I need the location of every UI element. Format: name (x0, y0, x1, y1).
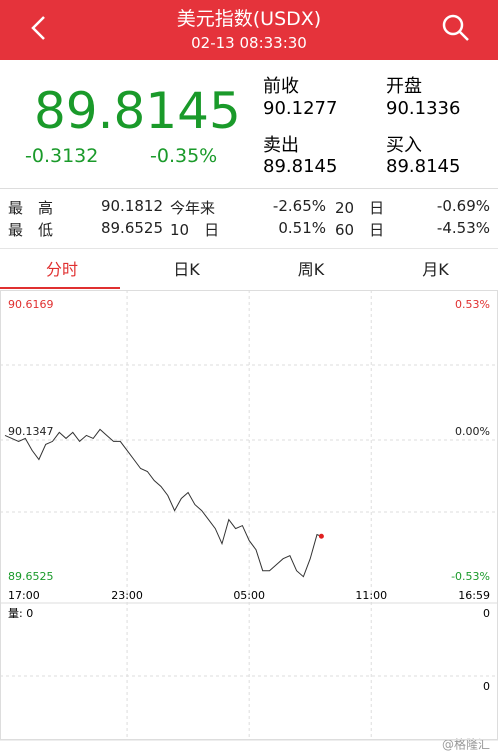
tab[interactable]: 日K (173, 260, 200, 279)
field-value: 90.1336 (386, 98, 461, 119)
back-button[interactable] (28, 14, 48, 42)
quote-time: 02-13 08:33:30 (191, 34, 307, 52)
y-tick-label: 90.1347 (8, 425, 54, 438)
stat-label: 20 日 (335, 199, 385, 217)
stat-value: -0.69% (436, 197, 490, 215)
last-point (318, 533, 324, 539)
field-value: 89.8145 (263, 156, 338, 177)
tab-indicator (0, 287, 120, 289)
stat-label: 今年来 (170, 199, 216, 217)
stat-value: -2.65% (272, 197, 326, 215)
field-value: 90.1277 (263, 98, 338, 119)
tab[interactable]: 分时 (45, 260, 78, 279)
watermark: @格隆汇 (442, 737, 490, 752)
stat-label: 最 低 (8, 221, 54, 239)
x-tick-label: 05:00 (233, 589, 265, 602)
field-label: 前收 (263, 76, 299, 97)
volume-tick: 0 (483, 607, 490, 620)
chart: 量: 0 0 0 @格隆汇 90.6169 90.1347 89.6525 0.53%… (0, 290, 498, 752)
tab[interactable]: 月K (422, 260, 449, 279)
price-change: -0.3132 (25, 145, 99, 167)
field-label: 买入 (386, 135, 422, 156)
divider (0, 188, 498, 189)
header-bar: 美元指数(USDX) 02-13 08:33:30 (0, 0, 498, 60)
stat-label: 10 日 (170, 221, 220, 239)
stat-label: 60 日 (335, 221, 385, 239)
field-label: 卖出 (263, 135, 299, 156)
x-tick-label: 17:00 (8, 589, 40, 602)
stat-label: 最 高 (8, 199, 54, 217)
field-label: 开盘 (386, 76, 422, 97)
divider (0, 248, 498, 249)
stat-value: -4.53% (436, 219, 490, 237)
price-change-pct: -0.35% (150, 145, 218, 167)
y2-tick-label: 0.53% (455, 298, 490, 311)
x-tick-label: 16:59 (458, 589, 490, 602)
tab[interactable]: 周K (297, 260, 325, 279)
y-tick-label: 89.6525 (8, 570, 54, 583)
y2-tick-label: 0.00% (455, 425, 490, 438)
price-line (4, 428, 322, 578)
stat-value: 90.1812 (100, 197, 163, 215)
last-price: 89.8145 (34, 82, 241, 140)
x-tick-label: 11:00 (355, 589, 387, 602)
field-value: 89.8145 (386, 156, 461, 177)
y-tick-label: 90.6169 (8, 298, 54, 311)
page-title: 美元指数(USDX) (176, 8, 322, 30)
stat-value: 0.51% (278, 219, 326, 237)
x-tick-label: 23:00 (111, 589, 143, 602)
y2-tick-label: -0.53% (451, 570, 490, 583)
stat-value: 89.6525 (100, 219, 163, 237)
volume-tick: 0 (483, 680, 490, 693)
volume-label: 量: 0 (8, 607, 33, 620)
search-button[interactable] (440, 12, 472, 44)
